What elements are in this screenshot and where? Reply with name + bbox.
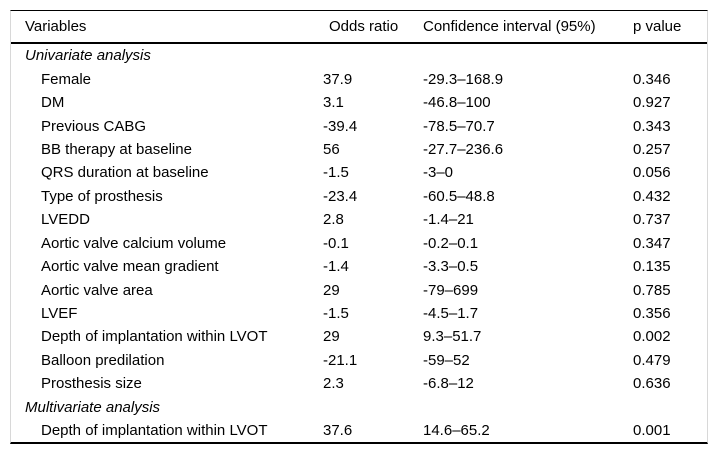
- table-row: DM 3.1 -46.8–100 0.927: [11, 91, 707, 114]
- odds-ratio-cell: 37.6: [323, 423, 353, 439]
- variable-cell: Balloon predilation: [41, 352, 165, 368]
- confidence-interval-cell: -59–52: [423, 352, 470, 368]
- odds-ratio-cell: 29: [323, 329, 340, 345]
- p-value-cell: 0.356: [633, 306, 671, 322]
- variable-cell: LVEF: [41, 306, 78, 322]
- p-value-cell: 0.636: [633, 376, 671, 392]
- p-value-cell: 0.737: [633, 212, 671, 228]
- odds-ratio-cell: -0.1: [323, 235, 349, 251]
- table-row: Previous CABG -39.4 -78.5–70.7 0.343: [11, 114, 707, 137]
- p-value-cell: 0.135: [633, 259, 671, 275]
- section-label: Multivariate analysis: [25, 399, 161, 415]
- odds-ratio-cell: -1.5: [323, 165, 349, 181]
- odds-ratio-cell: -39.4: [323, 118, 358, 134]
- table-row: Aortic valve calcium volume -0.1 -0.2–0.1 0…: [11, 232, 707, 255]
- odds-ratio-cell: 2.8: [323, 212, 344, 228]
- confidence-interval-cell: -3–0: [423, 165, 454, 181]
- confidence-interval-cell: -6.8–12: [423, 376, 474, 392]
- confidence-interval-cell: -78.5–70.7: [423, 118, 495, 134]
- variable-cell: Aortic valve calcium volume: [41, 235, 227, 251]
- table-row: Prosthesis size 2.3 -6.8–12 0.636: [11, 372, 707, 395]
- p-value-cell: 0.056: [633, 165, 671, 181]
- table-row: Balloon predilation -21.1 -59–52 0.479: [11, 349, 707, 372]
- odds-ratio-cell: -21.1: [323, 352, 358, 368]
- column-header-odds-ratio: Odds ratio: [329, 19, 399, 34]
- table-row: LVEDD 2.8 -1.4–21 0.737: [11, 208, 707, 231]
- section-label: Univariate analysis: [25, 48, 151, 64]
- confidence-interval-cell: -60.5–48.8: [423, 188, 495, 204]
- p-value-cell: 0.343: [633, 118, 671, 134]
- p-value-cell: 0.927: [633, 95, 671, 111]
- p-value-cell: 0.001: [633, 423, 671, 439]
- variable-cell: Depth of implantation within LVOT: [41, 329, 268, 345]
- variable-cell: Depth of implantation within LVOT: [41, 423, 268, 439]
- table-header-row: Variables Odds ratio Confidence interval…: [11, 11, 707, 44]
- confidence-interval-cell: 9.3–51.7: [423, 329, 482, 345]
- table-row: QRS duration at baseline -1.5 -3–0 0.056: [11, 161, 707, 184]
- p-value-cell: 0.346: [633, 71, 671, 87]
- variable-cell: Previous CABG: [41, 118, 147, 134]
- variable-cell: Aortic valve mean gradient: [41, 259, 219, 275]
- odds-ratio-cell: 29: [323, 282, 340, 298]
- odds-ratio-cell: 2.3: [323, 376, 344, 392]
- p-value-cell: 0.002: [633, 329, 671, 345]
- p-value-cell: 0.432: [633, 188, 671, 204]
- variable-cell: BB therapy at baseline: [41, 141, 192, 157]
- odds-ratio-cell: -1.4: [323, 259, 349, 275]
- table-body: Univariate analysis Female 37.9 -29.3–168.9…: [11, 44, 707, 442]
- odds-ratio-results-table: Variables Odds ratio Confidence interval…: [10, 10, 708, 445]
- column-header-p-value: p value: [633, 19, 682, 34]
- odds-ratio-cell: -23.4: [323, 188, 358, 204]
- confidence-interval-cell: -1.4–21: [423, 212, 474, 228]
- variable-cell: LVEDD: [41, 212, 90, 228]
- odds-ratio-cell: 3.1: [323, 95, 344, 111]
- confidence-interval-cell: 14.6–65.2: [423, 423, 490, 439]
- confidence-interval-cell: -27.7–236.6: [423, 141, 504, 157]
- confidence-interval-cell: -4.5–1.7: [423, 306, 479, 322]
- odds-ratio-cell: -1.5: [323, 306, 349, 322]
- variable-cell: Prosthesis size: [41, 376, 142, 392]
- column-header-confidence-interval: Confidence interval (95%): [423, 19, 596, 34]
- table-row: LVEF -1.5 -4.5–1.7 0.356: [11, 302, 707, 325]
- table-row: Aortic valve mean gradient -1.4 -3.3–0.5 0.…: [11, 255, 707, 278]
- confidence-interval-cell: -0.2–0.1: [423, 235, 479, 251]
- table-row: Depth of implantation within LVOT 29 9.3–5…: [11, 325, 707, 348]
- variable-cell: Type of prosthesis: [41, 188, 163, 204]
- p-value-cell: 0.785: [633, 282, 671, 298]
- confidence-interval-cell: -29.3–168.9: [423, 71, 504, 87]
- p-value-cell: 0.257: [633, 141, 671, 157]
- table-row: Type of prosthesis -23.4 -60.5–48.8 0.432: [11, 185, 707, 208]
- p-value-cell: 0.479: [633, 352, 671, 368]
- confidence-interval-cell: -46.8–100: [423, 95, 491, 111]
- table-row: Depth of implantation within LVOT 37.6 14.…: [11, 419, 707, 442]
- confidence-interval-cell: -79–699: [423, 282, 479, 298]
- variable-cell: Female: [41, 71, 92, 87]
- section-header-row: Univariate analysis: [11, 44, 707, 67]
- table-row: Aortic valve area 29 -79–699 0.785: [11, 278, 707, 301]
- variable-cell: QRS duration at baseline: [41, 165, 209, 181]
- odds-ratio-cell: 56: [323, 141, 340, 157]
- p-value-cell: 0.347: [633, 235, 671, 251]
- confidence-interval-cell: -3.3–0.5: [423, 259, 479, 275]
- variable-cell: DM: [41, 95, 65, 111]
- table-row: BB therapy at baseline 56 -27.7–236.6 0.257: [11, 138, 707, 161]
- variable-cell: Aortic valve area: [41, 282, 153, 298]
- table-row: Female 37.9 -29.3–168.9 0.346: [11, 67, 707, 90]
- column-header-variables: Variables: [25, 19, 87, 34]
- odds-ratio-cell: 37.9: [323, 71, 353, 87]
- section-header-row: Multivariate analysis: [11, 396, 707, 419]
